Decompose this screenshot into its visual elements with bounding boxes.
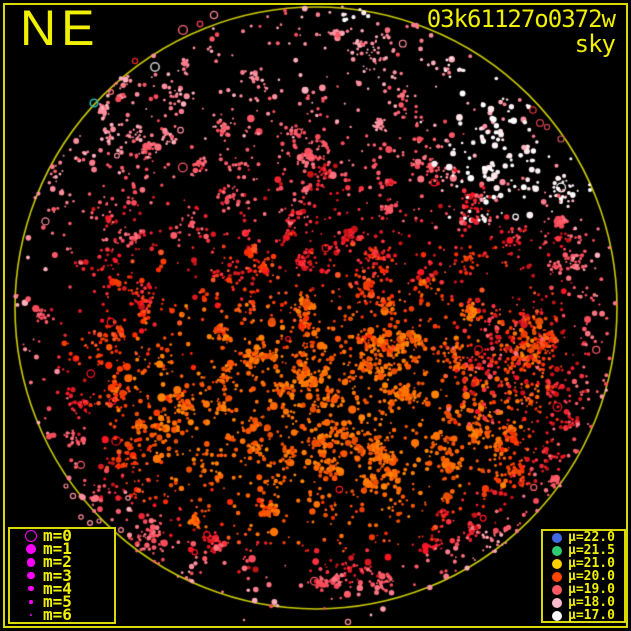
mu17-dot-icon xyxy=(551,610,562,621)
legend-item-mu18: μ=18.0 xyxy=(543,596,624,609)
mu21-5-dot-icon xyxy=(551,545,562,556)
m4-label: m=4 xyxy=(43,578,72,598)
m3-label: m=3 xyxy=(43,565,72,585)
legend-item-mu20: μ=20.0 xyxy=(543,570,624,583)
mu20-dot-icon xyxy=(551,571,562,582)
m6-label: m=6 xyxy=(43,605,72,625)
mu19-label: μ=19.0 xyxy=(568,582,615,597)
mu20-label: μ=20.0 xyxy=(568,569,615,584)
mu22-dot-icon xyxy=(551,532,562,543)
legend-item-m6: m=6 xyxy=(10,605,114,625)
m5-marker-icon xyxy=(29,600,33,604)
legend-item-mu21: μ=21.0 xyxy=(543,557,624,570)
mu21-dot-icon xyxy=(551,558,562,569)
legend-item-mu17: μ=17.0 xyxy=(543,609,624,622)
legend-item-m0: m=0 xyxy=(10,525,114,545)
legend-item-m3: m=3 xyxy=(10,565,114,585)
orientation-label: NE xyxy=(20,0,100,56)
m5-label: m=5 xyxy=(43,592,72,611)
mu22-label: μ=22.0 xyxy=(568,530,615,545)
legend-item-m2: m=2 xyxy=(10,552,114,572)
m2-marker-icon xyxy=(26,557,36,567)
legend-item-mu22: μ=22.0 xyxy=(543,531,624,544)
mu21-5-label: μ=21.5 xyxy=(568,543,615,558)
magnitude-size-legend: m=0 m=1 m=2 m=3 m=4 m=5 m=6 xyxy=(8,527,116,624)
m4-marker-icon xyxy=(28,586,34,592)
legend-item-m1: m=1 xyxy=(10,539,114,558)
m3-marker-icon xyxy=(27,571,35,580)
m2-label: m=2 xyxy=(43,552,72,572)
m1-marker-icon xyxy=(26,544,36,554)
mu-color-legend: μ=22.0 μ=21.5 μ=21.0 μ=20.0 μ=19.0 μ=18.… xyxy=(541,529,626,623)
legend-item-m4: m=4 xyxy=(10,578,114,598)
m0-label: m=0 xyxy=(43,525,72,545)
mu19-dot-icon xyxy=(551,584,562,595)
legend-item-mu21_5: μ=21.5 xyxy=(543,544,624,557)
m0-marker-icon xyxy=(24,529,38,542)
plot-type-label: sky xyxy=(574,30,616,58)
legend-item-mu19: μ=19.0 xyxy=(543,583,624,596)
mu18-dot-icon xyxy=(551,597,562,608)
plate-id-label: 03k61127o0372w xyxy=(426,5,616,33)
m1-label: m=1 xyxy=(43,539,72,558)
legend-item-m5: m=5 xyxy=(10,592,114,611)
m6-marker-icon xyxy=(29,614,33,617)
mu21-label: μ=21.0 xyxy=(568,556,615,571)
mu17-label: μ=17.0 xyxy=(568,608,615,623)
mu18-label: μ=18.0 xyxy=(568,595,615,610)
